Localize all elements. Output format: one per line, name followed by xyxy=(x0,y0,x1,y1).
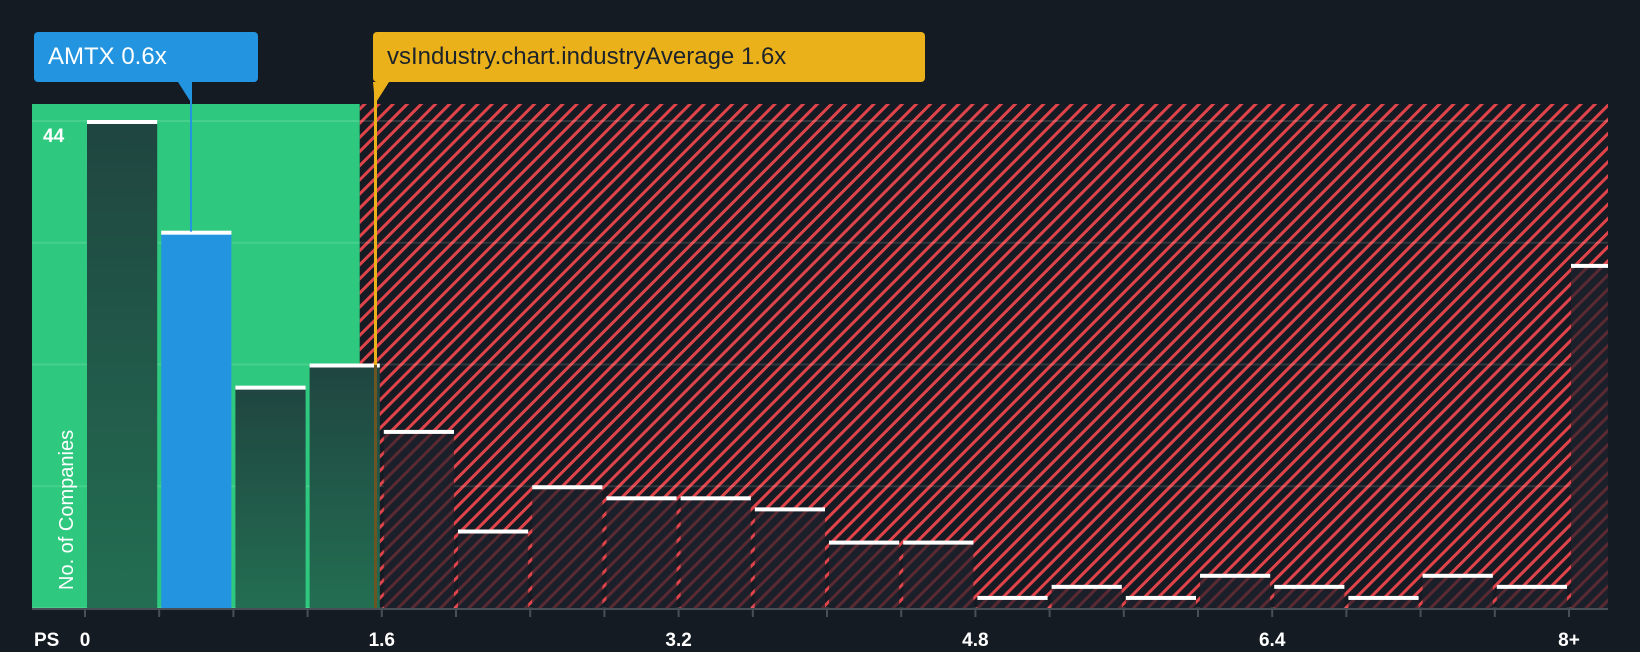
histogram-bar xyxy=(1125,596,1196,608)
histogram-bar xyxy=(309,364,380,608)
histogram-bar xyxy=(1051,585,1122,608)
x-axis-tick xyxy=(1419,608,1422,617)
x-axis-tick xyxy=(1197,608,1199,617)
bar-cap xyxy=(458,529,529,534)
histogram-bar xyxy=(1422,574,1493,608)
histogram-bar xyxy=(754,508,825,608)
y-axis-label: No. of Companies xyxy=(56,429,78,590)
company-callout-label: AMTX 0.6x xyxy=(48,43,167,70)
x-tick-label: 1.6 xyxy=(368,630,396,651)
bar-cap xyxy=(1051,584,1122,589)
bar-cap xyxy=(1274,584,1345,589)
histogram-bar xyxy=(87,121,158,608)
x-tick-label: 3.2 xyxy=(665,630,692,651)
bar-cap xyxy=(309,363,380,368)
x-axis-tick xyxy=(306,608,309,617)
x-axis-tick xyxy=(380,608,383,617)
histogram-bar xyxy=(532,486,603,608)
industry-line-overlap xyxy=(374,365,377,608)
bar-cap xyxy=(977,595,1048,600)
x-axis-tick xyxy=(826,608,828,617)
bar-cap xyxy=(1348,595,1419,600)
x-axis-tick xyxy=(677,608,680,617)
histogram-bar xyxy=(1200,574,1271,608)
histogram-bars xyxy=(87,120,1608,608)
x-axis-tick xyxy=(1122,608,1125,617)
y-axis-max-label: 44 xyxy=(43,126,65,147)
histogram-bar xyxy=(1496,585,1567,608)
bar-cap xyxy=(1125,595,1196,600)
x-tick-label: 4.8 xyxy=(962,630,989,651)
x-axis-tick xyxy=(1271,608,1274,617)
bar-cap xyxy=(87,120,158,124)
x-axis-tick xyxy=(900,608,903,617)
x-axis-tick xyxy=(974,608,977,617)
histogram-bar xyxy=(680,497,751,608)
histogram-bar xyxy=(161,231,232,608)
bar-cap xyxy=(383,429,454,434)
company-callout: AMTX 0.6x xyxy=(34,32,258,82)
x-axis-tick xyxy=(1493,608,1496,617)
bar-cap xyxy=(754,507,825,512)
x-axis-tick xyxy=(1345,608,1348,617)
x-axis-tick xyxy=(1048,608,1051,617)
bar-cap xyxy=(1200,573,1271,578)
histogram-bar xyxy=(606,497,677,608)
bar-cap xyxy=(680,496,751,501)
x-tick-label: 6.4 xyxy=(1258,630,1286,651)
bar-cap xyxy=(161,230,232,235)
bar-cap xyxy=(532,485,603,490)
bar-cap xyxy=(1496,584,1567,589)
x-axis-tick xyxy=(1568,608,1570,617)
histogram-bar xyxy=(235,386,306,608)
x-axis-prefix: PS xyxy=(34,630,60,651)
bar-cap xyxy=(606,496,677,501)
x-axis-tick xyxy=(529,608,532,617)
histogram-bar xyxy=(458,530,529,608)
histogram-bar xyxy=(829,541,900,608)
industry-average-callout-label: vsIndustry.chart.industryAverage 1.6x xyxy=(387,43,787,70)
industry-average-callout: vsIndustry.chart.industryAverage 1.6x xyxy=(373,32,925,82)
bar-cap xyxy=(1571,263,1608,268)
bar-cap xyxy=(1422,573,1493,578)
x-axis-tick xyxy=(455,608,457,617)
histogram-bar xyxy=(1571,264,1608,608)
x-tick-label: 8+ xyxy=(1558,630,1580,651)
bar-cap xyxy=(903,540,974,545)
histogram-bar xyxy=(977,596,1048,608)
x-axis-tick xyxy=(603,608,606,617)
bar-cap xyxy=(829,540,900,545)
x-axis-tick xyxy=(84,608,86,617)
histogram-bar xyxy=(383,430,454,608)
x-axis-line xyxy=(32,608,1608,610)
marker-lines xyxy=(178,82,389,608)
bar-cap xyxy=(235,385,306,390)
histogram-bar xyxy=(1274,585,1345,608)
x-axis-tick xyxy=(158,608,161,617)
histogram-bar xyxy=(903,541,974,608)
histogram-bar xyxy=(1348,596,1419,608)
x-axis-tick xyxy=(232,608,235,617)
industry-pointer-icon xyxy=(373,82,389,104)
x-axis xyxy=(32,608,1608,617)
x-tick-label: 0 xyxy=(79,630,91,651)
company-pointer-icon xyxy=(178,82,192,104)
industry-average-line xyxy=(374,82,377,608)
x-axis-tick xyxy=(751,608,754,617)
